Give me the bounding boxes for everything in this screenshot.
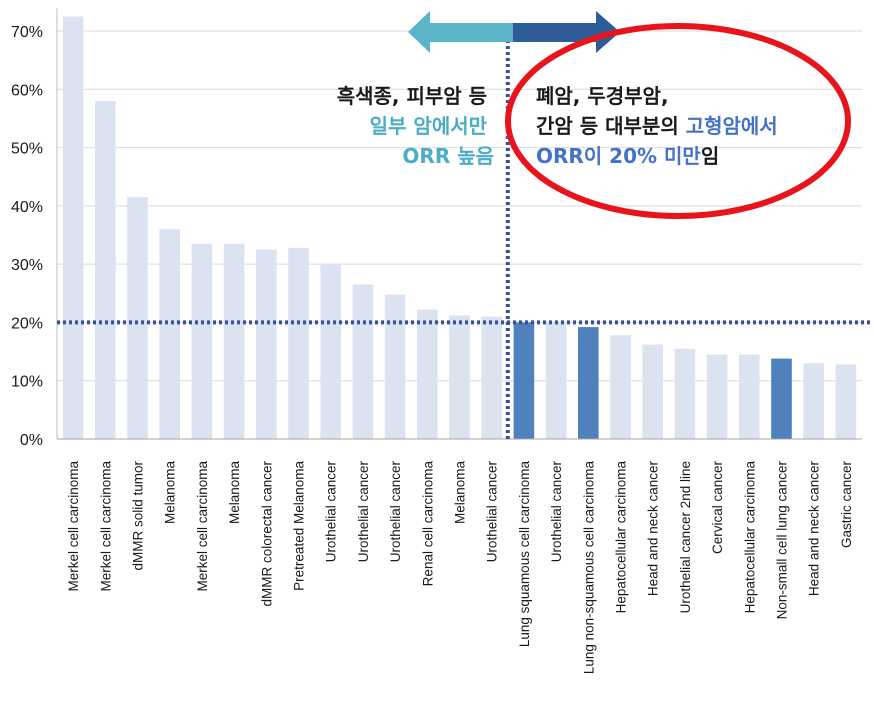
annotation-left-line3: ORR 높음 bbox=[402, 144, 494, 168]
annotation-right-line2-blue: 고형암에서 bbox=[686, 114, 778, 138]
annotation-right-line2-dark: 간암 등 대부분의 bbox=[536, 114, 686, 138]
x-tick-label: Non-small cell lung cancer bbox=[775, 461, 790, 620]
x-tick-label: Hepatocellular carcinoma bbox=[614, 461, 629, 614]
y-tick-label: 50% bbox=[11, 141, 43, 158]
x-tick-label: Melanoma bbox=[227, 461, 242, 525]
y-tick-label: 60% bbox=[11, 82, 43, 99]
bar bbox=[191, 243, 213, 439]
x-tick-label: dMMR colorectal cancer bbox=[259, 460, 274, 606]
y-tick-label: 30% bbox=[11, 257, 43, 274]
highlight-ellipse bbox=[505, 23, 851, 219]
bar bbox=[255, 249, 277, 439]
x-tick-label: Urothelial cancer bbox=[485, 460, 500, 562]
annotation-right-line1: 폐암, 두경부암, bbox=[536, 84, 669, 108]
bar bbox=[288, 247, 309, 439]
bar bbox=[449, 315, 470, 439]
x-tick-label: Urothelial cancer bbox=[388, 460, 403, 562]
x-tick-label: dMMR solid tumor bbox=[131, 461, 146, 571]
bar bbox=[545, 322, 567, 439]
x-tick-label: Urothelial cancer bbox=[356, 460, 371, 562]
x-tick-label: Merkel cell carcinoma bbox=[66, 461, 81, 592]
x-tick-label: Merkel cell carcinoma bbox=[195, 461, 210, 592]
x-tick-label: Urothelial cancer 2nd line bbox=[678, 461, 693, 613]
bar bbox=[62, 16, 84, 440]
y-tick-label: 0% bbox=[20, 432, 43, 449]
y-tick-label: 70% bbox=[11, 24, 43, 41]
bar bbox=[384, 294, 406, 439]
bar bbox=[674, 348, 696, 439]
x-tick-label: Head and neck cancer bbox=[807, 461, 822, 597]
bar bbox=[416, 309, 438, 439]
reference-lines bbox=[57, 28, 870, 439]
bar bbox=[320, 264, 342, 439]
bar bbox=[352, 284, 374, 439]
annotation-right-line3-dark: 임 bbox=[701, 144, 719, 168]
bar bbox=[738, 354, 760, 439]
x-tick-label: Urothelial cancer bbox=[324, 460, 339, 562]
axes bbox=[56, 8, 862, 440]
x-tick-label: Cervical cancer bbox=[710, 460, 725, 554]
bar bbox=[610, 335, 631, 439]
bar bbox=[835, 364, 857, 439]
y-tick-label: 40% bbox=[11, 199, 43, 216]
x-tick-label: Renal cell carcinoma bbox=[420, 461, 435, 587]
arrow-left-shape bbox=[408, 11, 513, 53]
x-tick-label: Melanoma bbox=[453, 461, 468, 525]
x-tick-label: Merkel cell carcinoma bbox=[98, 461, 113, 592]
x-tick-label: Lung squamous cell carcinoma bbox=[517, 461, 532, 648]
y-tick-label: 10% bbox=[11, 374, 43, 391]
x-tick-label: Urothelial cancer bbox=[549, 460, 564, 562]
x-tick-label: Hepatocellular carcinoma bbox=[742, 461, 757, 614]
x-tick-label: Head and neck cancer bbox=[646, 461, 661, 597]
y-tick-label: 20% bbox=[11, 315, 43, 332]
bar bbox=[803, 363, 825, 439]
annotation-left-line1: 흑색종, 피부암 등 bbox=[337, 84, 487, 108]
bar bbox=[159, 229, 181, 439]
annotation-right: 폐암, 두경부암, 간암 등 대부분의 고형암에서 ORR이 20% 미만임 bbox=[536, 84, 785, 168]
bar bbox=[481, 316, 503, 439]
x-tick-label: Melanoma bbox=[163, 461, 178, 525]
bar bbox=[771, 358, 792, 439]
bar bbox=[223, 243, 245, 439]
x-tick-label: Pretreated Melanoma bbox=[292, 461, 307, 591]
x-tick-label: Gastric cancer bbox=[839, 461, 854, 549]
annotation-right-line3-blue: ORR이 20% 미만 bbox=[536, 144, 701, 168]
bar bbox=[513, 322, 535, 439]
bar bbox=[127, 197, 148, 439]
bar bbox=[577, 327, 599, 439]
bars bbox=[62, 16, 857, 440]
bar bbox=[706, 354, 728, 439]
y-tick-labels: 0% 10% 20% 30% 40% 50% 60% 70% bbox=[11, 24, 43, 449]
arrow-right-shape bbox=[513, 11, 620, 53]
bar bbox=[642, 344, 664, 439]
annotation-left-line2: 일부 암에서만 bbox=[370, 114, 488, 138]
x-tick-labels: Merkel cell carcinoma Merkel cell carcino… bbox=[66, 460, 854, 674]
x-tick-label: Lung non-squamous cell carcinoma bbox=[581, 461, 596, 675]
annotation-left: 흑색종, 피부암 등 일부 암에서만 ORR 높음 bbox=[337, 84, 494, 168]
bar bbox=[94, 100, 116, 439]
